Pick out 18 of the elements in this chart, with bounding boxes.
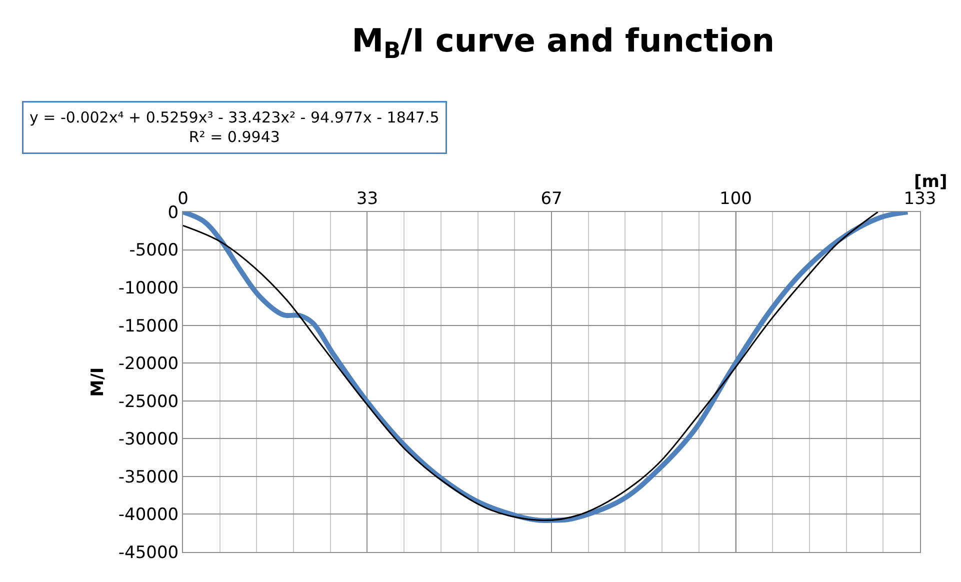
x-axis-title: [m] xyxy=(914,172,948,192)
y-tick-label: -20000 xyxy=(118,354,179,374)
y-tick-label: -35000 xyxy=(118,467,179,488)
y-tick-label: -40000 xyxy=(118,505,179,526)
x-tick-label: 67 xyxy=(540,189,562,210)
y-tick-label: -25000 xyxy=(118,392,179,412)
x-tick-label: 133 xyxy=(904,189,936,210)
y-tick-label: -5000 xyxy=(129,240,179,261)
x-tick-label: 100 xyxy=(720,189,752,210)
y-tick-label: 0 xyxy=(168,202,179,223)
chart-title: M$_{B}$/I curve and function xyxy=(352,22,775,64)
y-axis-title: M/I xyxy=(88,367,108,397)
text: y = -0.002x⁴ + 0.5259x³ - 33.423x² - 94.977x - 1847.5 R² = 0.9943 xyxy=(30,108,440,146)
y-tick-label: -10000 xyxy=(118,278,179,299)
x-tick-label: 33 xyxy=(356,189,378,210)
y-tick-label: -30000 xyxy=(118,430,179,450)
y-tick-label: -45000 xyxy=(118,542,179,563)
y-tick-label: -15000 xyxy=(118,316,179,336)
